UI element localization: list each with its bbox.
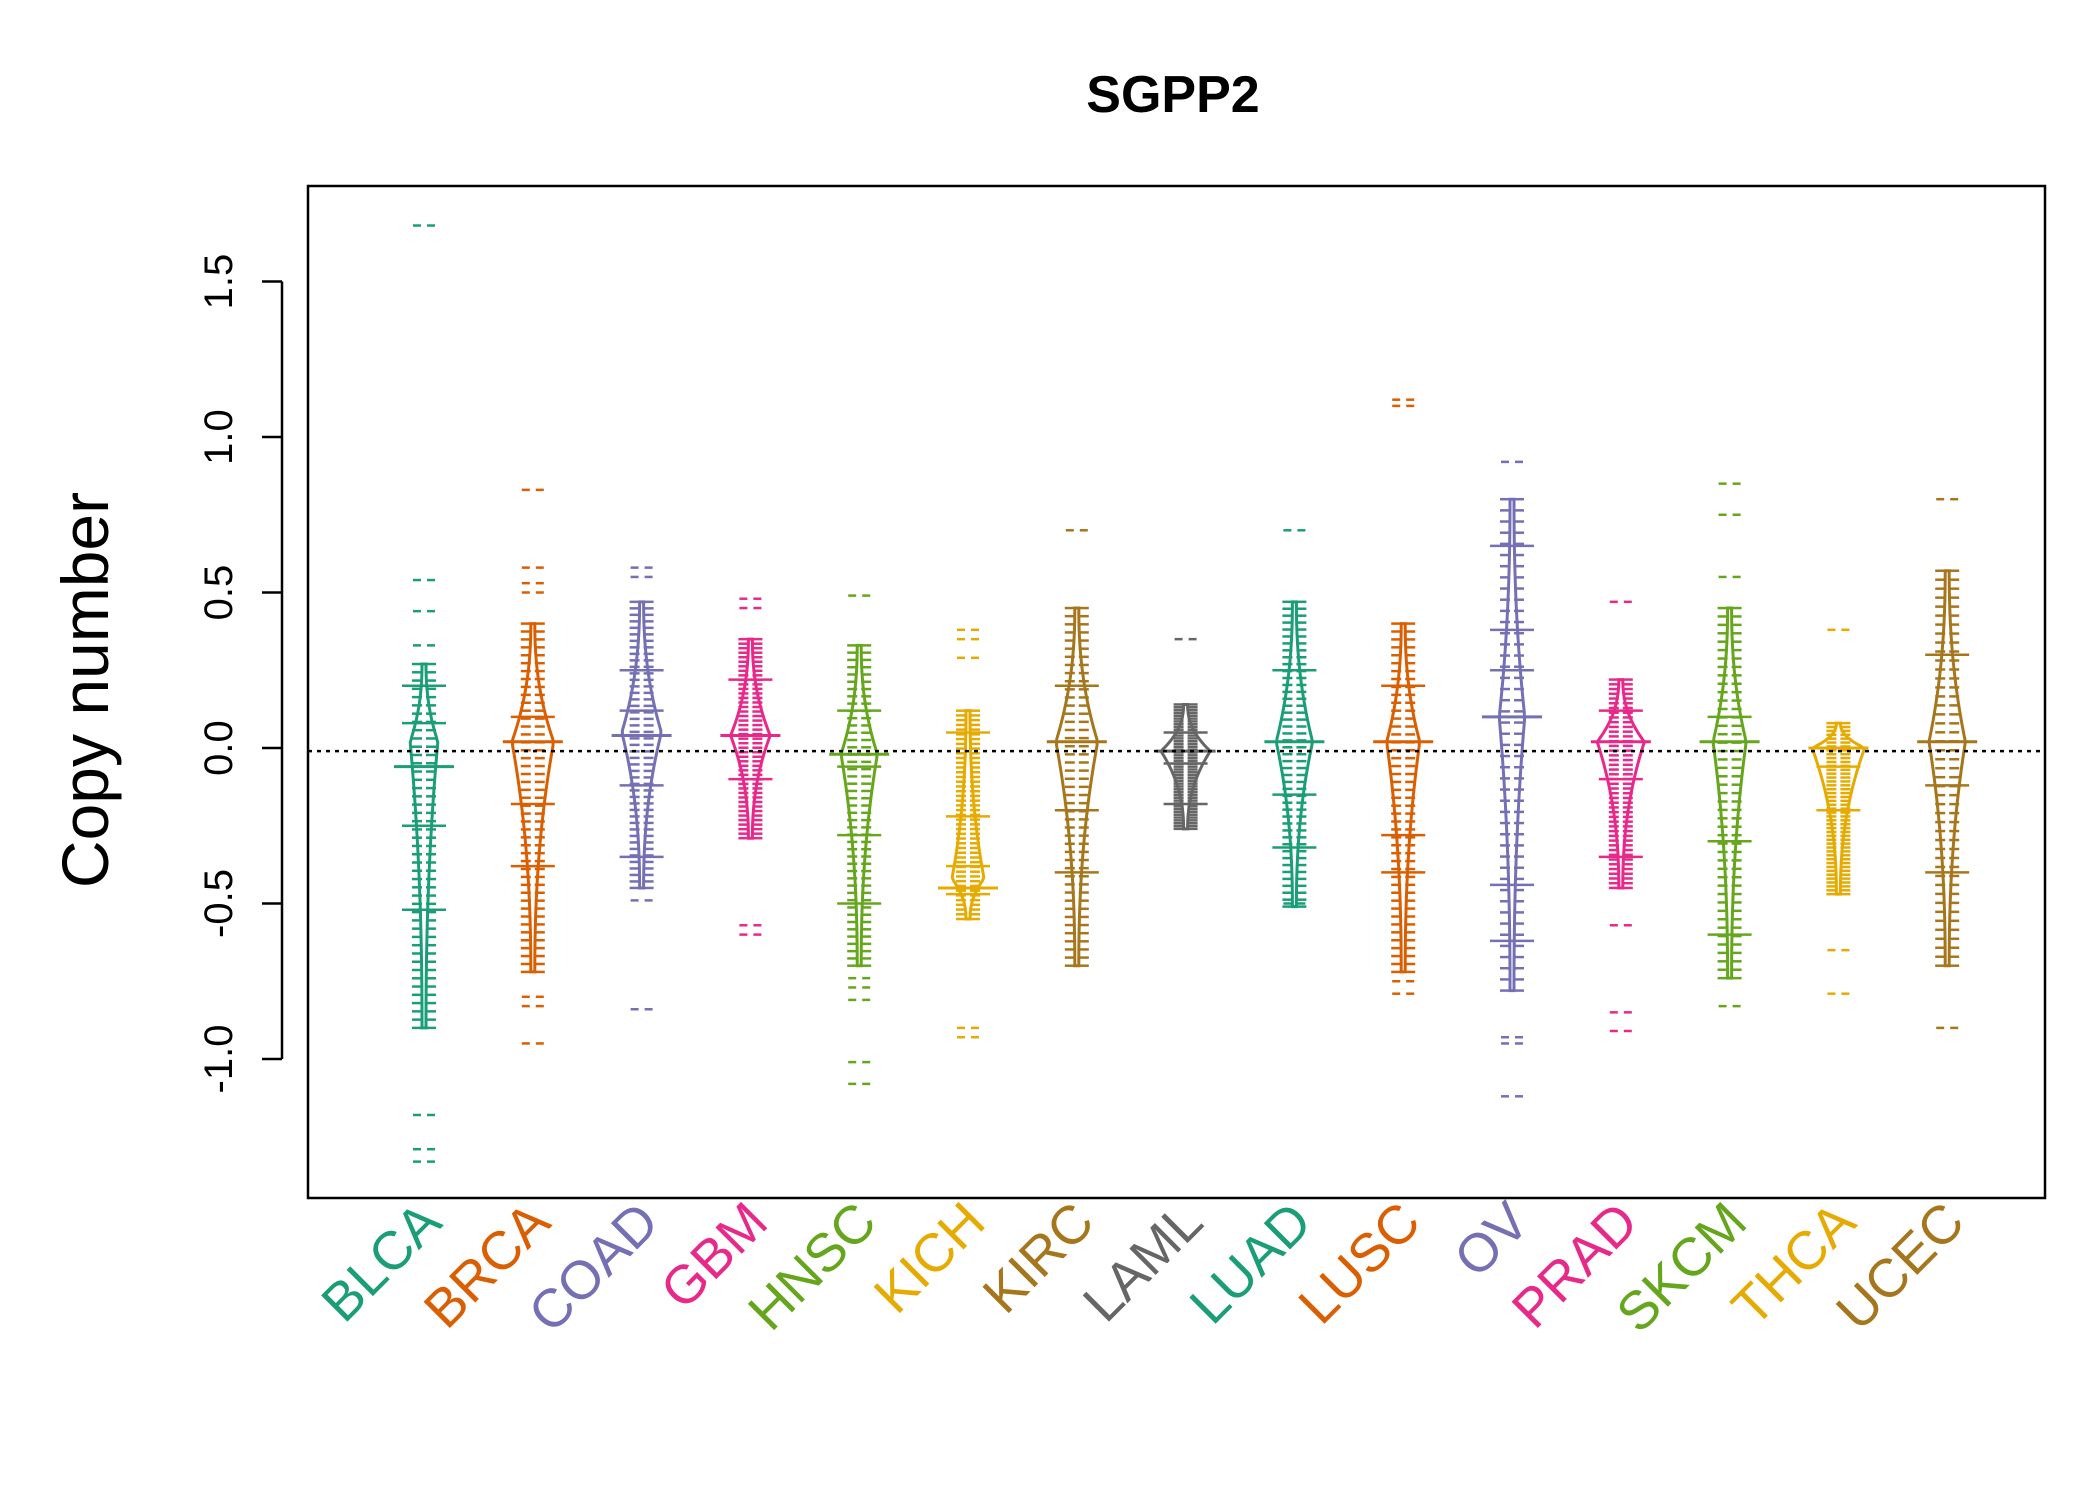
bean-hnsc [829, 594, 890, 1086]
y-tick-label: -0.5 [197, 869, 241, 938]
bean-kirc [1046, 529, 1107, 968]
bean-shape [620, 600, 663, 890]
bean-laml [1155, 637, 1216, 831]
bean-shape [1275, 600, 1314, 909]
plot-frame [306, 184, 2047, 1200]
bean-brca [502, 488, 563, 1045]
bean-shape [1497, 497, 1527, 993]
x-label-laml: LAML [1072, 1191, 1214, 1333]
bean-prad [1590, 600, 1651, 1033]
bean-shape [511, 622, 555, 974]
chart-title: SGPP2 [1086, 66, 1259, 124]
bean-shape [729, 637, 772, 840]
bean-luad [1264, 529, 1325, 909]
y-tick-label: 1.0 [197, 409, 241, 465]
bean-ucec [1917, 497, 1978, 1030]
x-label-kich: KICH [863, 1191, 997, 1325]
x-label-ucec: UCEC [1825, 1191, 1976, 1342]
y-tick-label: 0.5 [197, 565, 241, 621]
bean-shape [1055, 606, 1099, 968]
y-tick-label: 0.0 [197, 720, 241, 776]
y-tick-label: 1.5 [197, 254, 241, 310]
bean-blca [394, 224, 454, 1163]
y-axis: -1.0 -0.5 0.0 0.5 1.0 1.5 [197, 254, 284, 1094]
y-tick-label: -1.0 [197, 1025, 241, 1094]
bean-gbm [720, 597, 781, 936]
bean-shape [1927, 569, 1967, 968]
bean-shape [1159, 702, 1212, 831]
y-axis-label: Copy number [48, 492, 122, 888]
bean-thca [1808, 628, 1869, 995]
bean-kich [938, 628, 998, 1039]
x-label-lusc: LUSC [1287, 1191, 1431, 1335]
beans-group [394, 224, 1978, 1163]
bean-ov [1482, 460, 1542, 1098]
x-label-hnsc: HNSC [737, 1191, 888, 1342]
bean-coad [611, 566, 672, 1011]
bean-skcm [1699, 482, 1760, 1008]
bean-shape [840, 643, 879, 968]
bean-lusc [1373, 398, 1434, 995]
x-label-luad: LUAD [1179, 1191, 1323, 1335]
